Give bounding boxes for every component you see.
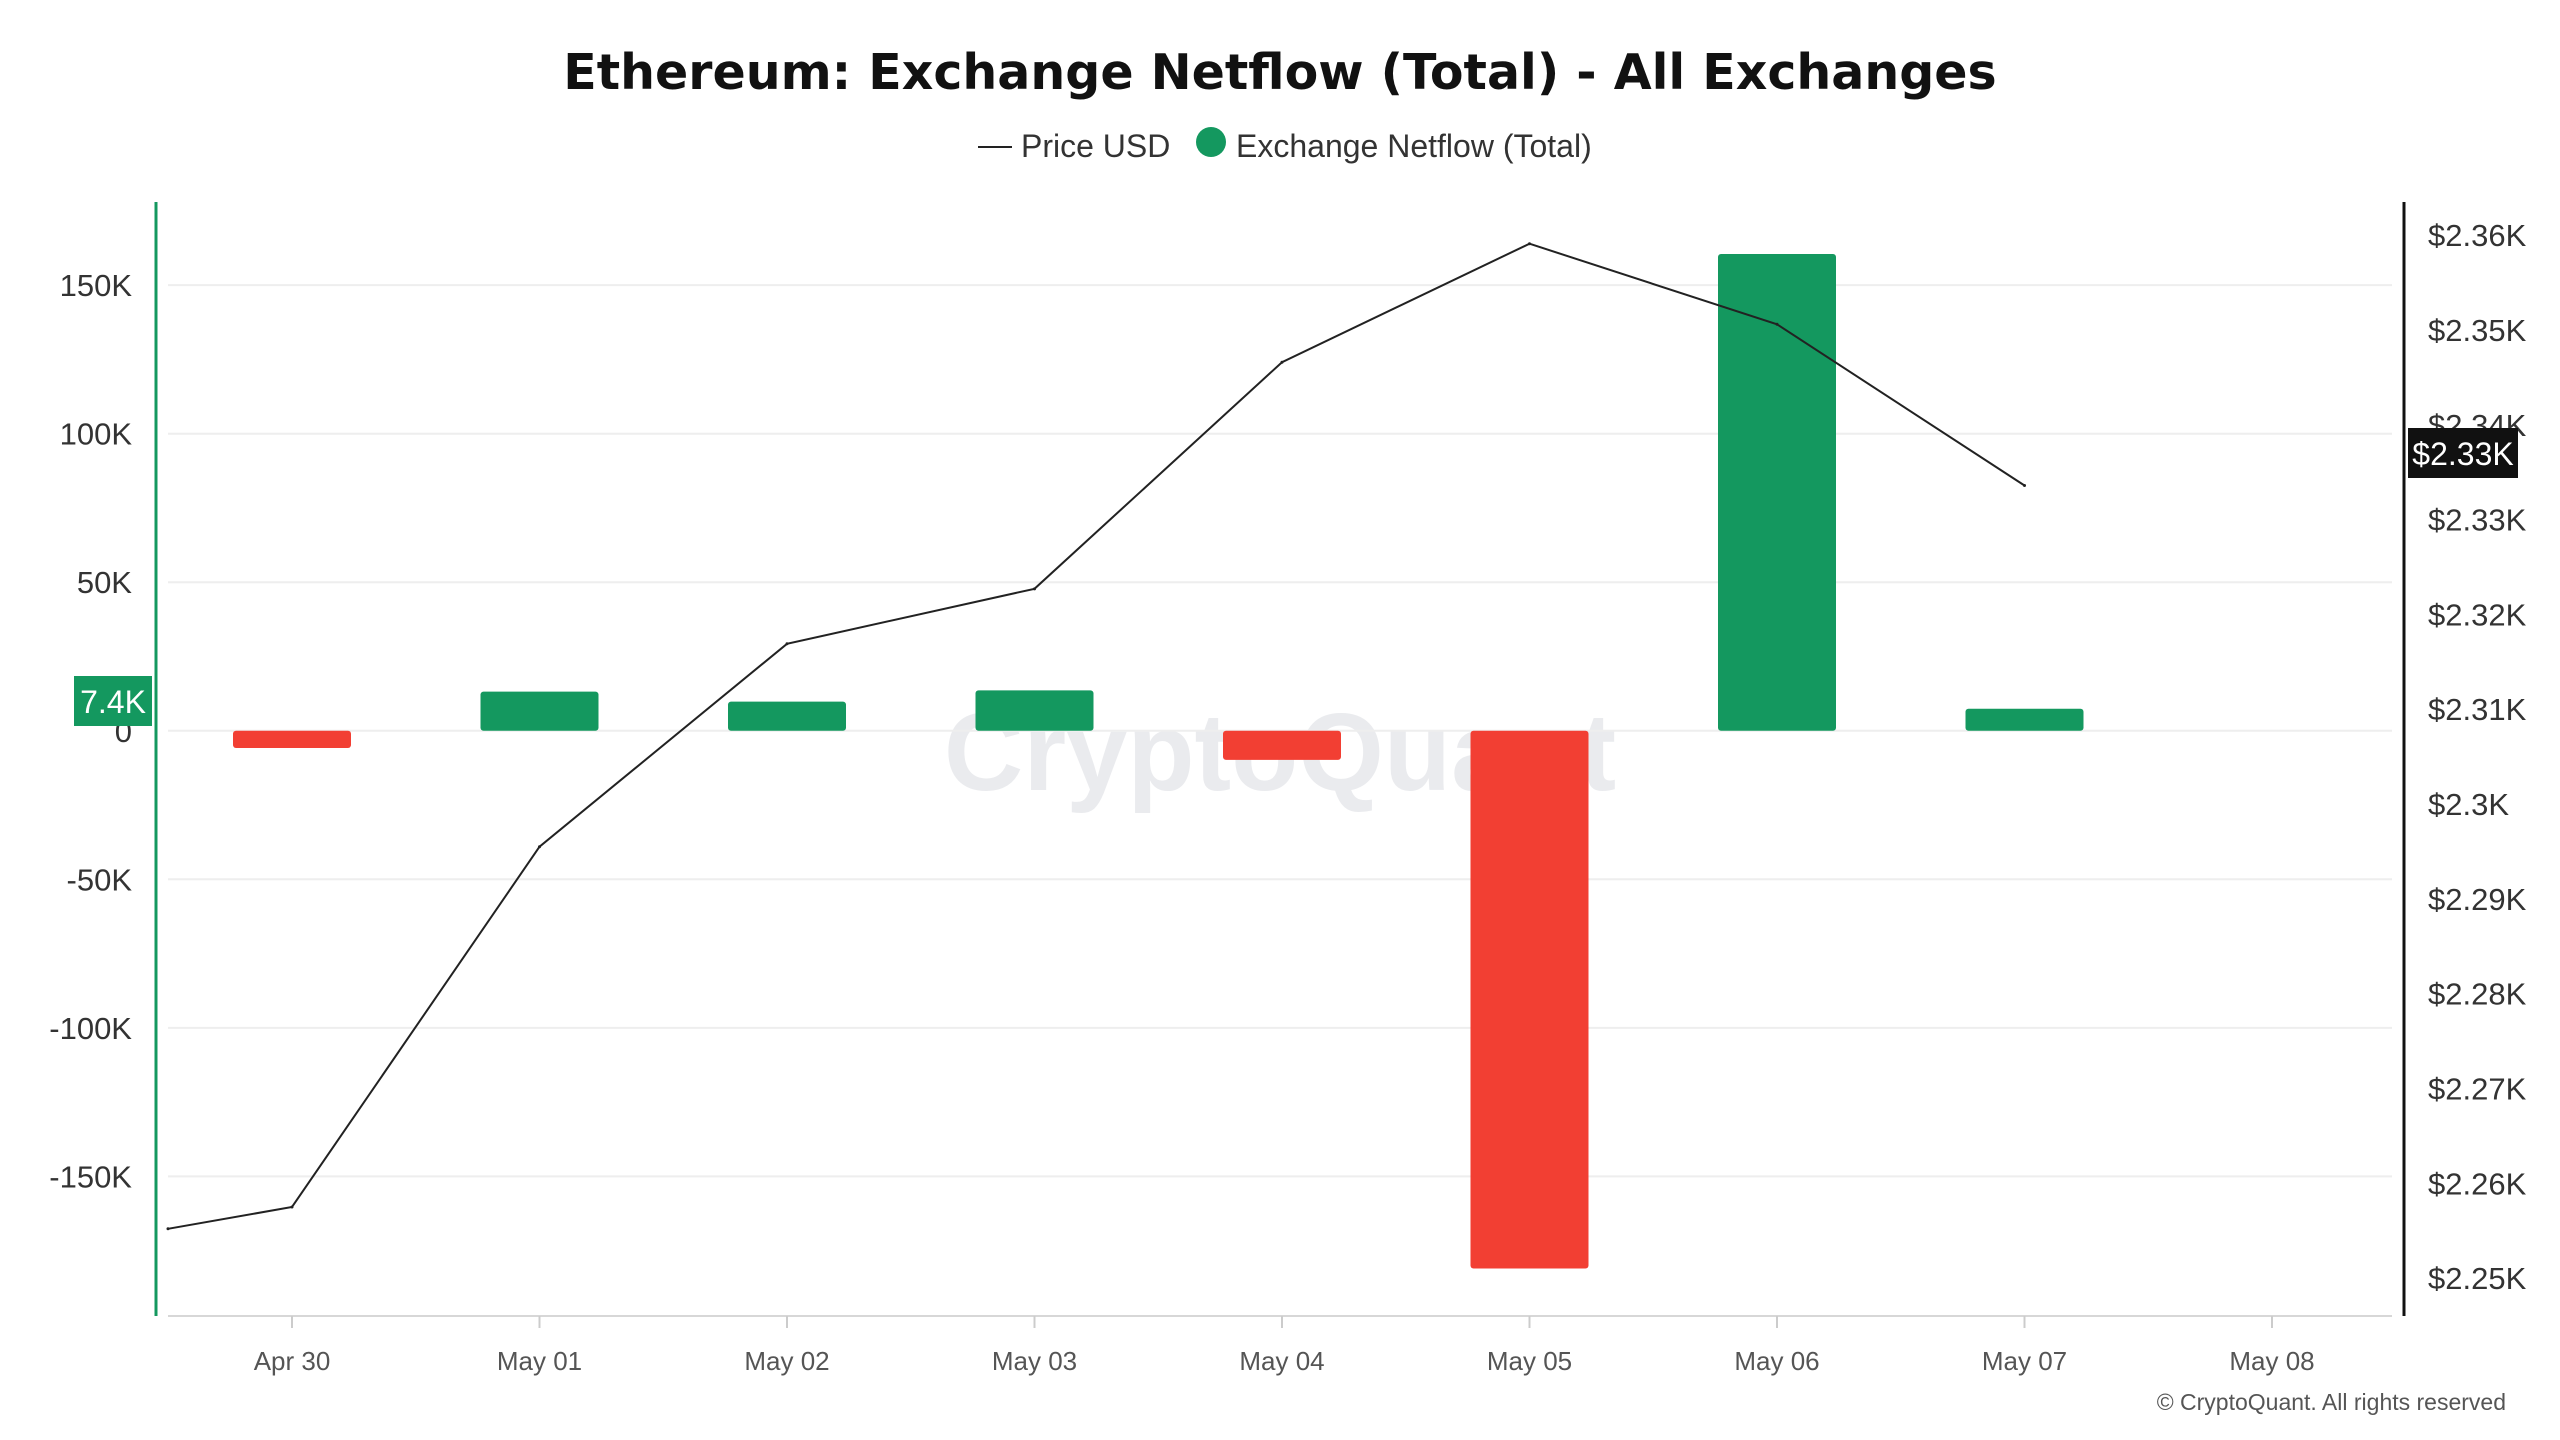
- y-right-tick-label: $2.33K: [2428, 503, 2527, 538]
- price-point: [290, 1205, 294, 1209]
- netflow-bar-outflow: [1223, 730, 1341, 760]
- y-right-tick-label: $2.26K: [2428, 1166, 2527, 1201]
- price-line-group: [166, 242, 2026, 1231]
- x-tick-label: May 01: [497, 1346, 582, 1376]
- x-tick-label: May 06: [1734, 1346, 1819, 1376]
- y-left-tick-label: -50K: [67, 862, 133, 897]
- x-tick-label: May 05: [1487, 1346, 1572, 1376]
- price-value-tag: $2.33K: [2408, 428, 2518, 478]
- y-right-tick-label: $2.35K: [2428, 313, 2527, 348]
- x-tick-label: May 07: [1982, 1346, 2067, 1376]
- y-right-tick-label: $2.25K: [2428, 1261, 2527, 1296]
- copyright-notice: © CryptoQuant. All rights reserved: [2157, 1389, 2506, 1415]
- axis-ticks: 150K100K50K0-50K-100K-150K$2.36K$2.35K$2…: [49, 218, 2526, 1376]
- netflow-value-tag-text: 7.4K: [80, 684, 146, 720]
- y-right-tick-label: $2.29K: [2428, 882, 2527, 917]
- x-tick-label: Apr 30: [254, 1346, 331, 1376]
- netflow-bar-outflow: [1470, 730, 1589, 1269]
- y-left-tick-label: -100K: [49, 1011, 132, 1046]
- legend-label-netflow[interactable]: Exchange Netflow (Total): [1236, 128, 1592, 164]
- netflow-bar-inflow: [480, 691, 599, 731]
- price-point: [1775, 322, 1779, 326]
- netflow-bar-inflow: [1718, 253, 1836, 731]
- x-tick-label: May 02: [744, 1346, 829, 1376]
- y-left-tick-label: 150K: [60, 268, 133, 303]
- price-point: [1033, 587, 1036, 591]
- netflow-bar-inflow: [975, 690, 1094, 731]
- price-point: [166, 1227, 170, 1231]
- price-point: [538, 845, 541, 849]
- netflow-bar-inflow: [728, 701, 846, 731]
- y-right-tick-label: $2.3K: [2428, 787, 2509, 822]
- chart-title: Ethereum: Exchange Netflow (Total) - All…: [563, 44, 1996, 101]
- legend-netflow-dot-icon: [1196, 127, 1226, 157]
- netflow-bar-outflow: [233, 730, 351, 749]
- y-left-tick-label: 100K: [60, 417, 133, 452]
- x-tick-label: May 03: [992, 1346, 1077, 1376]
- netflow-value-tag: 7.4K: [74, 676, 152, 726]
- y-right-tick-label: $2.32K: [2428, 597, 2527, 632]
- price-point: [1280, 360, 1284, 364]
- legend-label-price[interactable]: Price USD: [1021, 128, 1170, 164]
- y-right-tick-label: $2.27K: [2428, 1071, 2527, 1106]
- netflow-bars: [233, 253, 2084, 1269]
- price-point: [2023, 483, 2026, 487]
- x-tick-label: May 08: [2229, 1346, 2314, 1376]
- x-tick-label: May 04: [1239, 1346, 1324, 1376]
- y-right-tick-label: $2.36K: [2428, 218, 2527, 253]
- grid-lines: [168, 284, 2392, 1178]
- price-value-tag-text: $2.33K: [2412, 436, 2513, 472]
- y-right-tick-label: $2.28K: [2428, 977, 2527, 1012]
- netflow-value-tag-bg: [74, 676, 152, 726]
- price-point: [785, 642, 789, 646]
- price-point: [1528, 242, 1531, 246]
- y-left-tick-label: -150K: [49, 1159, 132, 1194]
- y-right-tick-label: $2.31K: [2428, 692, 2527, 727]
- y-left-tick-label: 50K: [77, 565, 132, 600]
- price-value-tag-bg: [2408, 428, 2518, 478]
- netflow-bar-inflow: [1965, 708, 2084, 731]
- legend: Price USD Exchange Netflow (Total): [978, 127, 1592, 164]
